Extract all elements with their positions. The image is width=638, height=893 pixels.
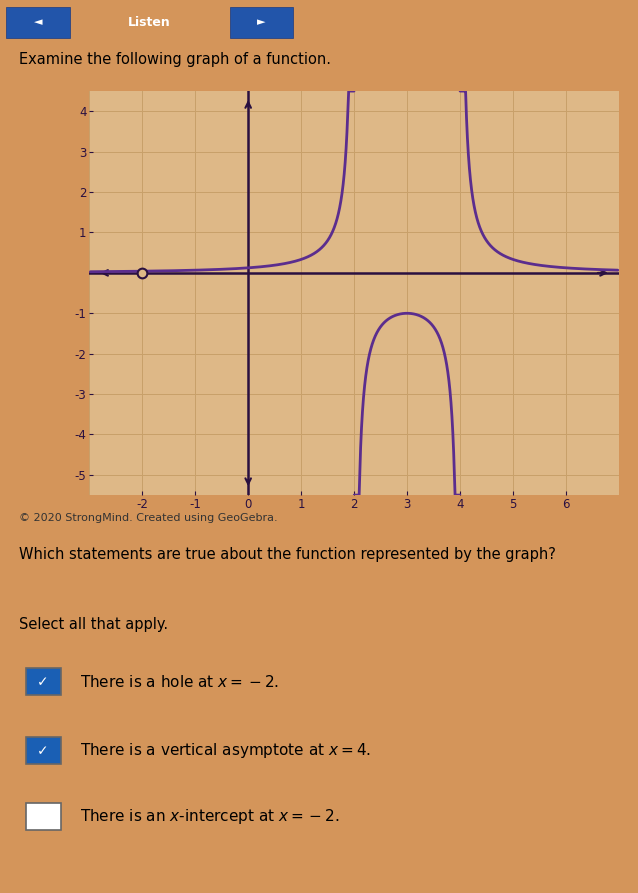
Text: There is a hole at $x = -2.$: There is a hole at $x = -2.$: [80, 674, 279, 689]
Text: ◄: ◄: [34, 17, 43, 28]
Bar: [26, 803, 61, 830]
Bar: [6, 6, 70, 38]
Text: Select all that apply.: Select all that apply.: [19, 616, 168, 631]
Bar: [230, 6, 293, 38]
Bar: [26, 738, 61, 764]
Text: Which statements are true about the function represented by the graph?: Which statements are true about the func…: [19, 547, 556, 563]
Text: ►: ►: [257, 17, 266, 28]
Text: ✓: ✓: [37, 744, 49, 758]
Text: Examine the following graph of a function.: Examine the following graph of a functio…: [19, 52, 331, 67]
Text: © 2020 StrongMind. Created using GeoGebra.: © 2020 StrongMind. Created using GeoGebr…: [19, 513, 278, 522]
Text: There is an $x$-intercept at $x = -2.$: There is an $x$-intercept at $x = -2.$: [80, 806, 339, 826]
Bar: [26, 668, 61, 696]
Text: ✓: ✓: [37, 675, 49, 689]
Text: There is a vertical asymptote at $x = 4.$: There is a vertical asymptote at $x = 4.…: [80, 741, 371, 761]
Text: Listen: Listen: [128, 16, 170, 29]
